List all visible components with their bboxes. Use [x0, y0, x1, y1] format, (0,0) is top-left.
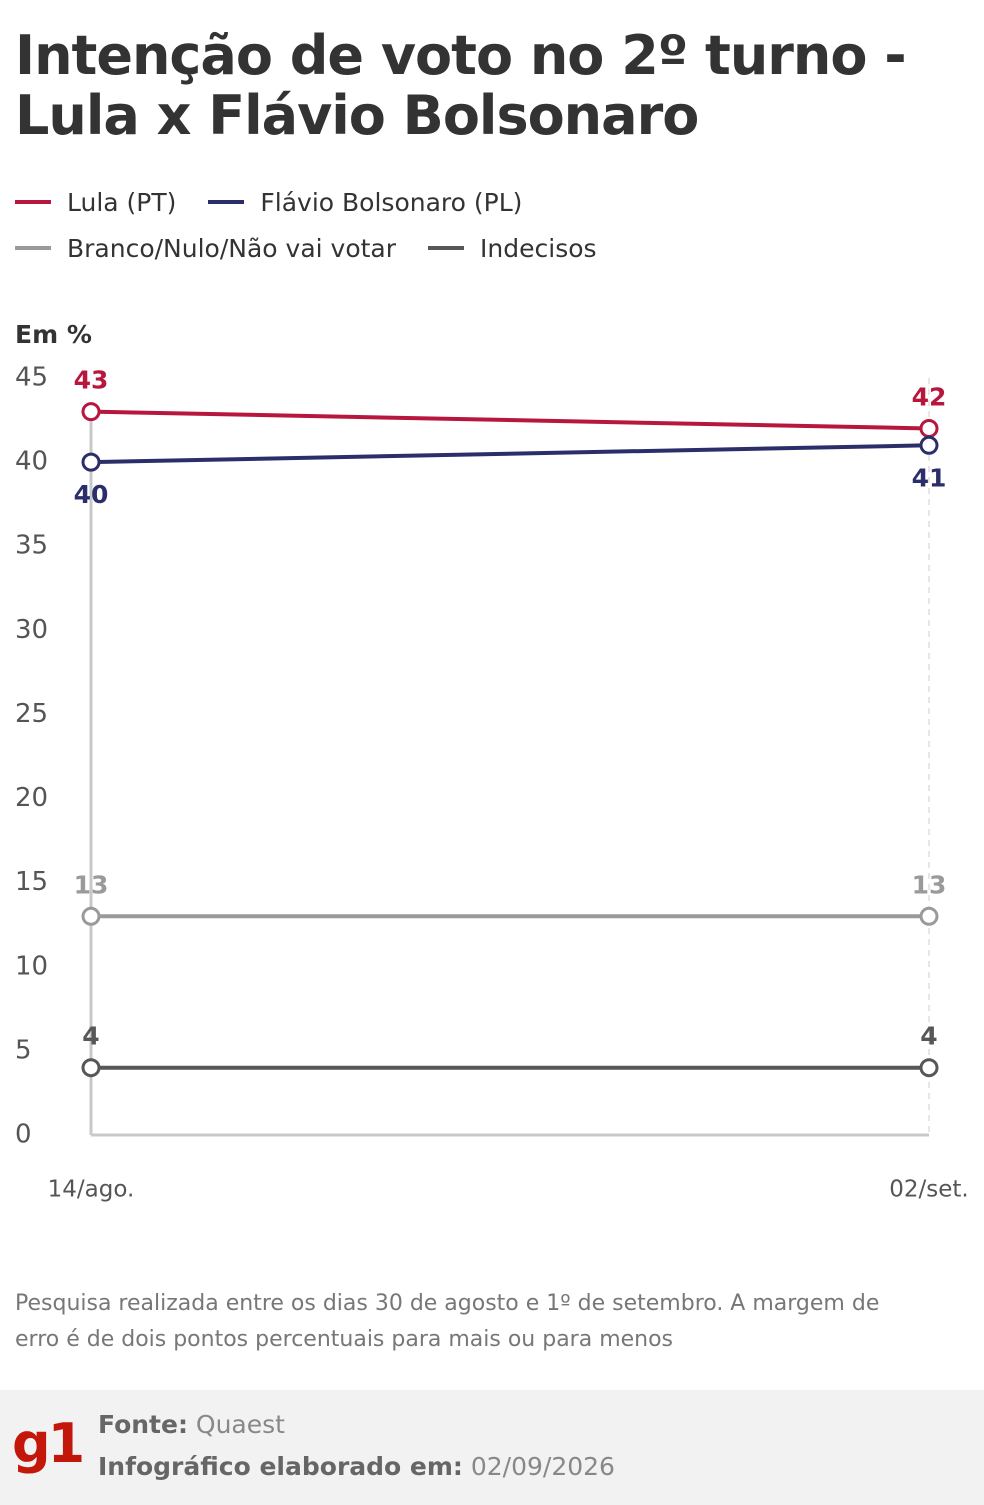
data-label: 43 — [74, 366, 109, 395]
y-tick-label: 20 — [15, 783, 48, 813]
source: Quaest — [195, 1410, 285, 1439]
date: 02/09/2026 — [470, 1452, 615, 1481]
legend-item: Indecisos — [428, 230, 597, 266]
point — [919, 906, 939, 926]
logo: g1 — [12, 1412, 85, 1475]
y-axis-label: Em % — [15, 320, 92, 349]
data-label: 13 — [74, 870, 109, 899]
series-line — [90, 409, 930, 431]
y-tick-label: 15 — [15, 867, 48, 897]
chart: Em % 0 5 10 15 20 25 30 35 40 45 14/ago. 02/set. 43 42… — [15, 320, 969, 1203]
legend-item: Flávio Bolsonaro (PL) — [208, 184, 522, 220]
y-tick-label: 5 — [15, 1035, 32, 1065]
legend-swatch — [15, 246, 51, 250]
data-label: 13 — [912, 870, 947, 899]
legend-item: Lula (PT) — [15, 184, 176, 220]
point — [919, 1058, 939, 1078]
y-tick-label: 0 — [15, 1120, 32, 1150]
data-label: 40 — [74, 480, 109, 509]
legend-label: Lula (PT) — [67, 187, 177, 217]
data-label: 4 — [920, 1022, 937, 1051]
legend-label: Branco/Nulo/Não vai votar — [67, 233, 397, 263]
point — [81, 1058, 101, 1078]
point — [81, 906, 101, 926]
chart-title: Intenção de voto no 2º turno - Lula x Fl… — [15, 24, 907, 147]
series-line — [90, 443, 930, 465]
legend-label: Indecisos — [480, 233, 597, 263]
legend-swatch — [428, 246, 465, 250]
point — [919, 418, 939, 438]
x-tick-label: 02/set. — [889, 1177, 968, 1203]
legend-swatch — [15, 200, 51, 204]
legend: Lula (PT) Flávio Bolsonaro (PL) Branco/Nul… — [15, 184, 695, 266]
y-tick-label: 25 — [15, 699, 48, 729]
y-tick-label: 35 — [15, 531, 48, 561]
y-tick-label: 30 — [15, 615, 48, 645]
data-label: 42 — [912, 382, 947, 411]
legend-label: Flávio Bolsonaro (PL) — [260, 187, 523, 217]
source-line: Fonte: Quaest — [98, 1410, 285, 1439]
date-label: Infográfico elaborado em: — [98, 1452, 463, 1481]
point — [81, 452, 101, 472]
y-tick-label: 45 — [15, 363, 48, 393]
y-tick-label: 10 — [15, 951, 48, 981]
legend-swatch — [208, 200, 245, 204]
data-label: 4 — [82, 1022, 99, 1051]
y-tick-label: 40 — [15, 447, 48, 477]
source-label: Fonte: — [98, 1410, 188, 1439]
x-tick-label: 14/ago. — [48, 1177, 135, 1203]
point — [919, 435, 939, 455]
data-label: 41 — [912, 463, 947, 492]
point — [81, 402, 101, 422]
legend-item: Branco/Nulo/Não vai votar — [15, 230, 396, 266]
footer: g1 Fonte: Quaest Infográfico elaborado e… — [0, 1390, 984, 1505]
date-line: Infográfico elaborado em: 02/09/2026 — [98, 1452, 615, 1481]
note: Pesquisa realizada entre os dias 30 de a… — [15, 1291, 880, 1352]
